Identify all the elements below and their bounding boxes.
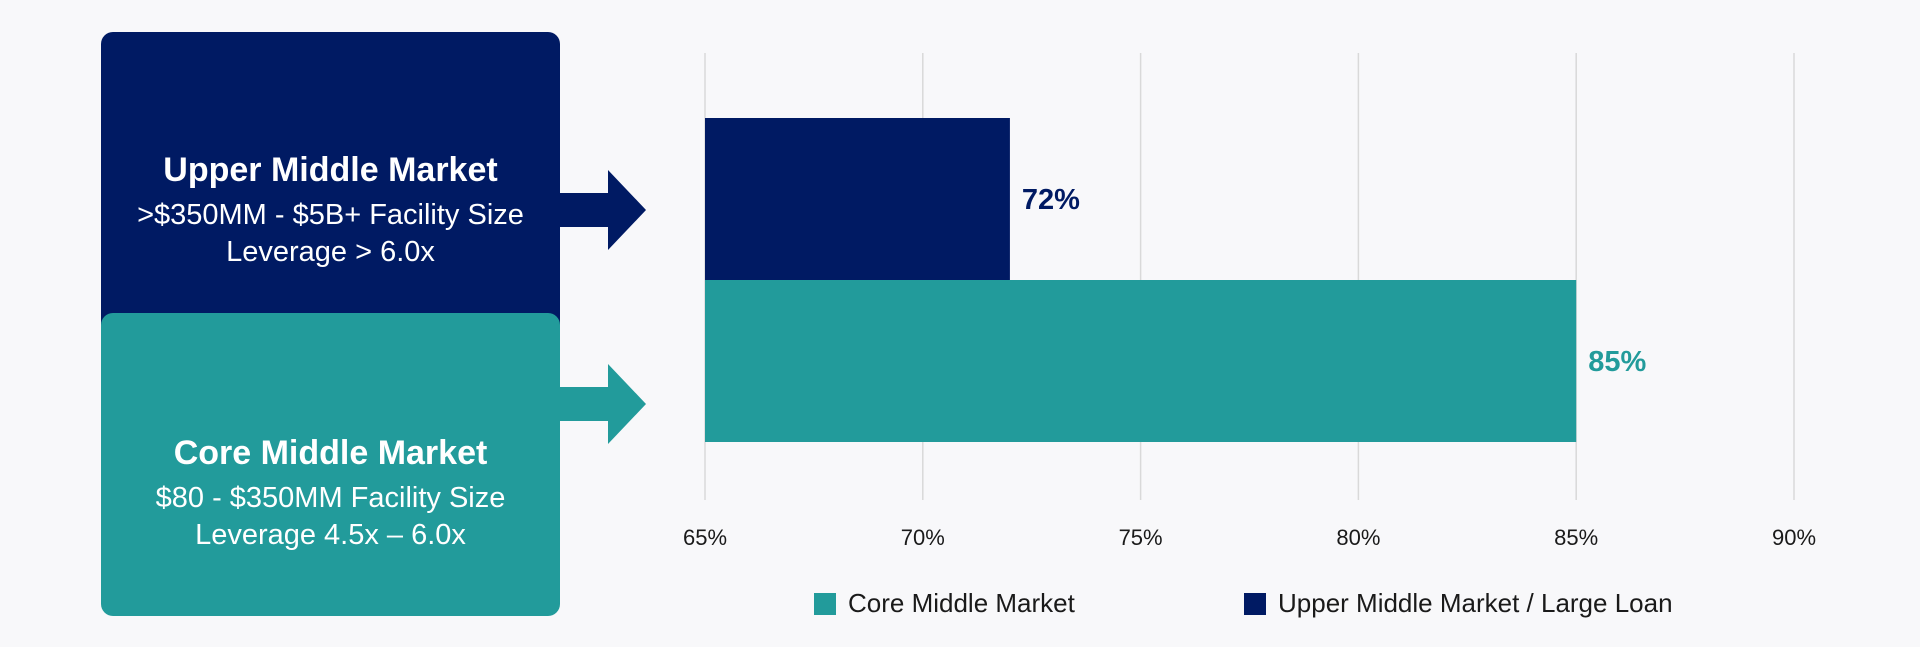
upper-arrow-icon: [558, 170, 646, 250]
core-middle-market-title: Core Middle Market: [173, 434, 488, 472]
x-tick-label: 90%: [1772, 525, 1816, 550]
core-arrow-icon: [558, 364, 646, 444]
data-label: 85%: [1588, 346, 1646, 378]
x-tick-label: 85%: [1554, 525, 1598, 550]
upper-facility-size: >$350MM - $5B+ Facility Size: [137, 199, 524, 231]
upper-middle-market-title: Upper Middle Market: [163, 151, 498, 189]
upper-middle-market-card: Upper Middle Market >$350MM - $5B+ Facil…: [101, 32, 560, 362]
x-tick-label: 80%: [1336, 525, 1380, 550]
core-facility-size: $80 - $350MM Facility Size: [155, 482, 506, 514]
x-tick-label: 65%: [683, 525, 727, 550]
bar: [705, 280, 1577, 442]
bar: [705, 118, 1010, 280]
legend-item-core: Core Middle Market: [814, 588, 1075, 619]
upper-leverage: Leverage > 6.0x: [226, 236, 435, 268]
x-tick-label: 75%: [1119, 525, 1163, 550]
legend-swatch-core: [814, 592, 836, 615]
core-leverage: Leverage 4.5x – 6.0x: [195, 519, 466, 551]
legend-item-upper: Upper Middle Market / Large Loan: [1244, 588, 1673, 619]
legend-label-upper: Upper Middle Market / Large Loan: [1278, 588, 1673, 618]
data-label: 72%: [1022, 184, 1080, 216]
legend-label-core: Core Middle Market: [848, 588, 1075, 618]
chart-legend: Core Middle Market Upper Middle Market /…: [0, 588, 1920, 618]
core-middle-market-card: Core Middle Market $80 - $350MM Facility…: [101, 313, 560, 616]
x-tick-label: 70%: [901, 525, 945, 550]
legend-swatch-upper: [1244, 592, 1266, 615]
